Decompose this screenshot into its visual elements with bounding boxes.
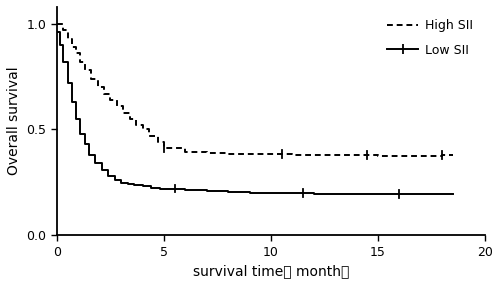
Legend: High SII, Low SII: High SII, Low SII [381, 13, 479, 63]
X-axis label: survival time（ month）: survival time（ month） [193, 264, 349, 278]
Y-axis label: Overall survival: Overall survival [7, 67, 21, 175]
